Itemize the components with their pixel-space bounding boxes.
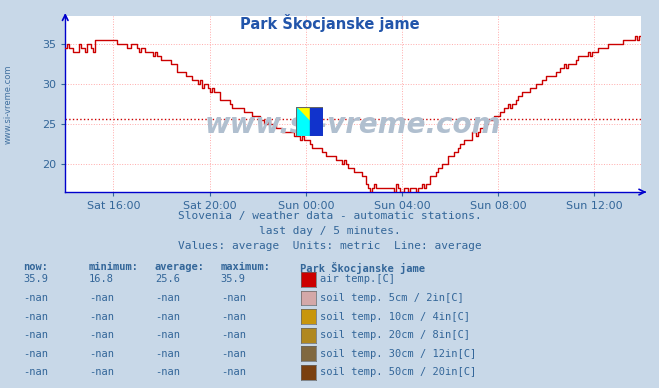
Text: -nan: -nan	[23, 330, 48, 340]
Text: -nan: -nan	[89, 367, 114, 378]
Text: soil temp. 30cm / 12in[C]: soil temp. 30cm / 12in[C]	[320, 349, 476, 359]
Text: soil temp. 10cm / 4in[C]: soil temp. 10cm / 4in[C]	[320, 312, 470, 322]
Polygon shape	[310, 107, 324, 136]
Text: www.si-vreme.com: www.si-vreme.com	[3, 64, 13, 144]
Text: -nan: -nan	[221, 330, 246, 340]
Text: -nan: -nan	[155, 312, 180, 322]
Text: Values: average  Units: metric  Line: average: Values: average Units: metric Line: aver…	[178, 241, 481, 251]
Polygon shape	[296, 107, 324, 136]
Text: -nan: -nan	[221, 349, 246, 359]
Text: -nan: -nan	[89, 330, 114, 340]
Text: -nan: -nan	[23, 349, 48, 359]
Text: last day / 5 minutes.: last day / 5 minutes.	[258, 226, 401, 236]
Text: now:: now:	[23, 262, 48, 272]
Text: -nan: -nan	[89, 293, 114, 303]
Text: www.si-vreme.com: www.si-vreme.com	[205, 111, 501, 139]
Text: -nan: -nan	[221, 293, 246, 303]
Text: -nan: -nan	[23, 312, 48, 322]
Text: minimum:: minimum:	[89, 262, 139, 272]
Text: Park Škocjanske jame: Park Škocjanske jame	[300, 262, 425, 274]
Text: -nan: -nan	[221, 367, 246, 378]
Text: 16.8: 16.8	[89, 274, 114, 284]
Text: -nan: -nan	[89, 312, 114, 322]
Text: maximum:: maximum:	[221, 262, 271, 272]
Polygon shape	[296, 107, 324, 136]
Text: -nan: -nan	[155, 367, 180, 378]
Text: Slovenia / weather data - automatic stations.: Slovenia / weather data - automatic stat…	[178, 211, 481, 222]
Text: -nan: -nan	[155, 349, 180, 359]
Text: average:: average:	[155, 262, 205, 272]
Text: soil temp. 5cm / 2in[C]: soil temp. 5cm / 2in[C]	[320, 293, 463, 303]
Text: soil temp. 20cm / 8in[C]: soil temp. 20cm / 8in[C]	[320, 330, 470, 340]
Text: -nan: -nan	[23, 293, 48, 303]
Text: -nan: -nan	[155, 293, 180, 303]
Text: Park Škocjanske jame: Park Škocjanske jame	[240, 14, 419, 31]
Text: -nan: -nan	[89, 349, 114, 359]
Text: 35.9: 35.9	[23, 274, 48, 284]
Text: -nan: -nan	[221, 312, 246, 322]
Text: -nan: -nan	[23, 367, 48, 378]
Text: -nan: -nan	[155, 330, 180, 340]
Text: 35.9: 35.9	[221, 274, 246, 284]
Text: 25.6: 25.6	[155, 274, 180, 284]
Text: air temp.[C]: air temp.[C]	[320, 274, 395, 284]
Text: soil temp. 50cm / 20in[C]: soil temp. 50cm / 20in[C]	[320, 367, 476, 378]
